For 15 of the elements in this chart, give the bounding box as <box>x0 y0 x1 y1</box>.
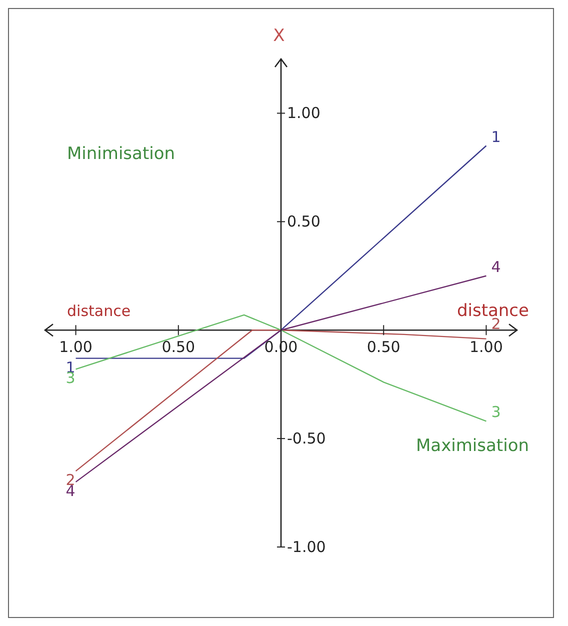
x-tick-label: 0.50 <box>366 338 400 356</box>
y-axis-title: X <box>273 26 286 46</box>
text: 1 <box>491 128 501 146</box>
x-tick-label: 1.00 <box>59 338 92 356</box>
x-tick-label: 0.50 <box>162 338 196 356</box>
y-tick-label: -1.00 <box>287 538 326 556</box>
x-tick-label: 1.00 <box>470 338 503 356</box>
text: 3 <box>491 403 501 422</box>
annotation: Maximisation <box>416 436 529 456</box>
y-tick-label: 1.00 <box>287 104 320 122</box>
y-tick-label: -0.50 <box>287 430 326 448</box>
y-tick-label: 0.50 <box>287 212 320 231</box>
text: 4 <box>491 258 501 276</box>
annotation: Minimisation <box>67 144 176 164</box>
x-axis-title: distance <box>67 302 131 320</box>
